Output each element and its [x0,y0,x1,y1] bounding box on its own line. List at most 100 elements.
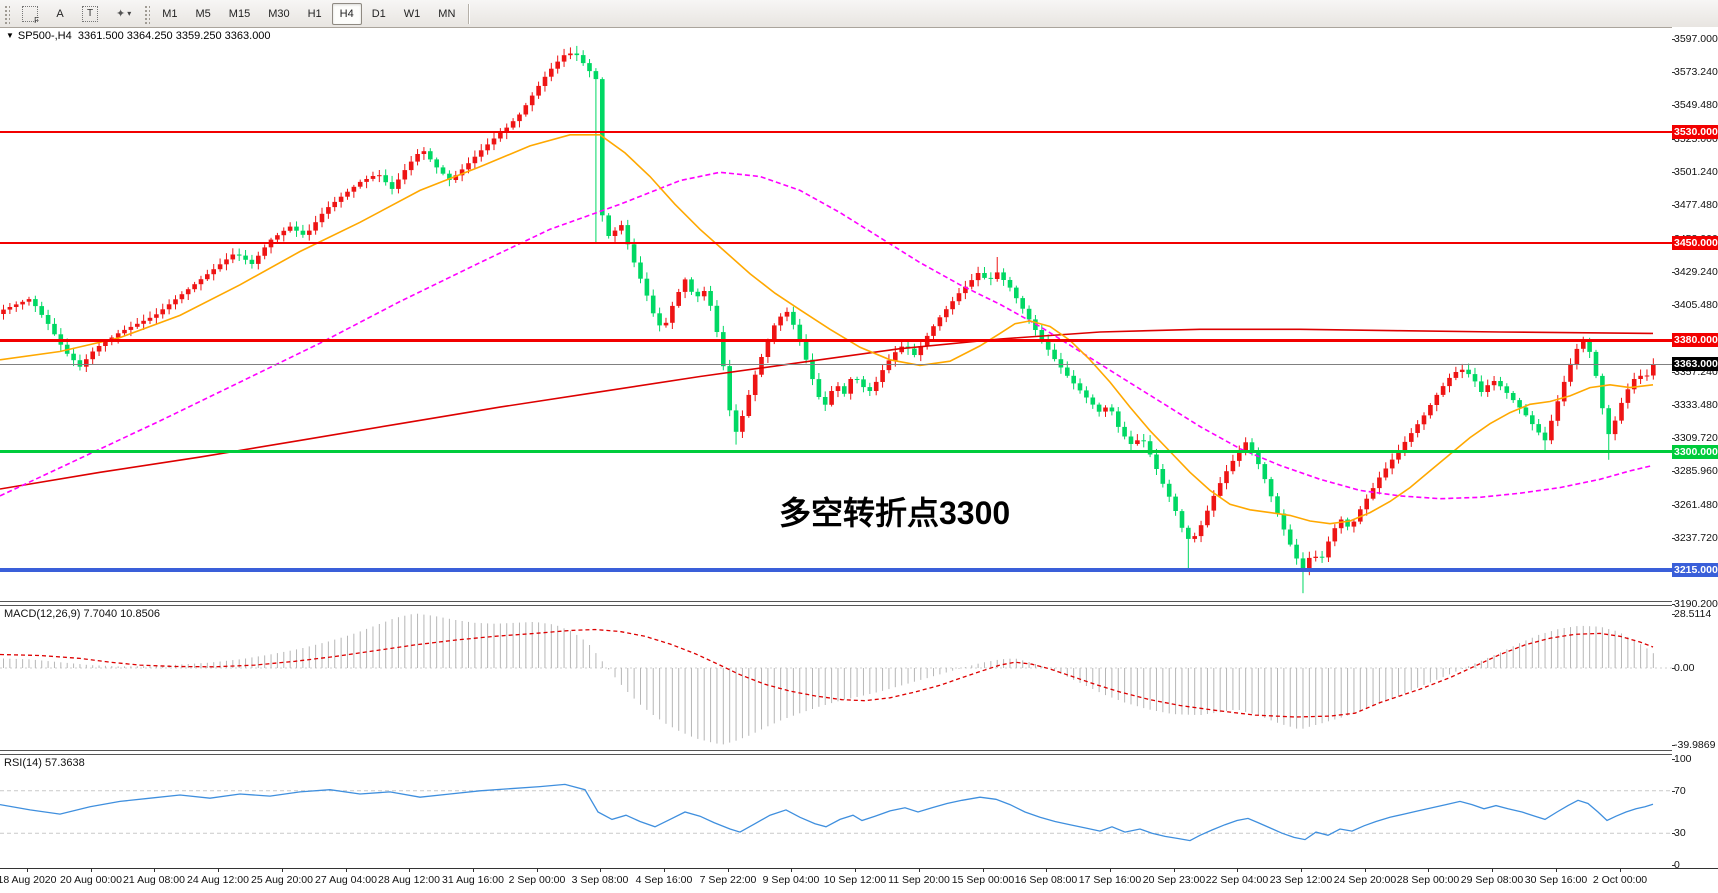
chart-annotation[interactable]: 多空转折点3300 [779,495,1011,531]
rsi-label: RSI(14) 57.3638 [4,757,85,769]
candle-body [1389,459,1395,469]
ma-mid-line [0,171,1654,500]
candle-body [1103,407,1108,412]
timeframe-h1-button[interactable]: H1 [300,3,330,25]
candle-body [1230,460,1236,472]
rsi-panel[interactable] [0,755,1672,867]
candle-body [192,284,197,290]
fibonacci-tool-icon [22,5,39,25]
candle-body [1440,386,1446,395]
candle-body [84,359,89,367]
candle-body [236,254,242,256]
price-axis[interactable]: 3597.000 3573.240 3549.480 3525.000 3501.240… [1671,27,1718,871]
timeframe-m5-button[interactable]: M5 [188,3,219,25]
level-line-3300.000[interactable] [0,450,1672,453]
candle-body [173,299,178,305]
timeframe-m1-button[interactable]: M1 [154,3,185,25]
time-label: 22 Sep 04:00 [1205,874,1269,886]
time-label: 28 Aug 12:00 [378,874,440,886]
candle-body [606,215,611,236]
candle-body [1351,521,1357,527]
candle-body [1039,330,1045,341]
panel-divider[interactable] [0,750,1718,755]
candle-body [1065,367,1070,376]
price-tick-label: 3190.200 [1672,598,1718,610]
time-tick [473,869,474,872]
time-tick [728,869,729,872]
dropdown-caret-icon: ▾ [127,9,132,18]
shapes-tool-button[interactable]: ✦ ▾ [108,3,139,25]
fibonacci-tool-button[interactable] [14,3,46,25]
timeframe-d1-button[interactable]: D1 [364,3,394,25]
time-tick [1365,869,1366,872]
price-badge-3363.000: 3363.000 [1672,357,1718,371]
price-tick-label: 3261.480 [1672,499,1718,511]
panel-divider[interactable] [0,601,1718,606]
candle-body [982,273,987,278]
candle-body [1358,509,1363,522]
candle-body [249,259,255,264]
candle-body [434,159,439,168]
candle-body [217,264,223,270]
candle-body [1052,349,1057,360]
text-tool-button[interactable]: T [74,3,106,25]
candle-body [275,235,280,240]
candle-body [1536,424,1541,433]
time-label: 17 Sep 16:00 [1078,874,1142,886]
candle-body [370,176,376,179]
candle-body [1517,400,1522,408]
candle-body [816,379,822,397]
candle-body [198,279,204,285]
candle-body [600,79,605,216]
candle-body [122,329,127,334]
candle-body [45,315,51,324]
candle-body [1307,557,1312,570]
price-tick-label: 3333.480 [1672,399,1718,411]
level-line-3215.000[interactable] [0,568,1672,572]
text-label-tool-button[interactable]: A [48,3,72,25]
candle-body [1568,363,1573,382]
candle-body [1001,272,1006,280]
time-tick [791,869,792,872]
candle-body [676,292,681,306]
timeframe-w1-button[interactable]: W1 [396,3,429,25]
candle-body [1224,471,1229,484]
time-tick [282,869,283,872]
candle-body [1638,375,1643,379]
text-tool-icon: T [82,5,98,22]
candle-body [536,85,541,96]
candle-body [1287,529,1293,545]
time-label: 18 Aug 2020 [0,874,57,886]
candle-body [1198,525,1204,537]
main-price-chart[interactable] [0,27,1672,602]
level-line-3530.000[interactable] [0,131,1672,133]
timeframe-h4-button[interactable]: H4 [331,2,362,25]
macd-axis-label: 28.5114 [1671,608,1712,620]
timeframe-m15-button[interactable]: M15 [221,3,258,25]
candle-body [39,306,44,315]
candle-body [1275,496,1280,514]
candle-body [638,262,643,279]
candle-body [185,289,191,295]
candle-body [542,76,548,86]
toolbar-grip[interactable] [143,3,151,24]
candle-body [695,291,701,297]
candle-body [7,307,13,310]
level-line-3380.000[interactable] [0,339,1672,342]
timeframe-mn-button[interactable]: MN [430,3,463,25]
level-line-3450.000[interactable] [0,242,1672,244]
candle-body [294,226,299,231]
macd-panel[interactable] [0,606,1672,751]
candle-body [447,173,452,180]
candle-body [1498,381,1503,387]
candle-body [472,156,478,164]
time-axis[interactable]: 18 Aug 2020 20 Aug 00:00 21 Aug 08:00 24 Au… [0,868,1718,893]
rsi-axis-label: 0 [1672,859,1680,871]
toolbar-grip[interactable] [3,3,10,24]
timeframe-m30-button[interactable]: M30 [260,3,297,25]
time-tick [1237,869,1238,872]
candle-body [1071,375,1076,384]
time-tick [1428,869,1429,872]
time-tick [1301,869,1302,872]
candle-body [701,291,707,297]
